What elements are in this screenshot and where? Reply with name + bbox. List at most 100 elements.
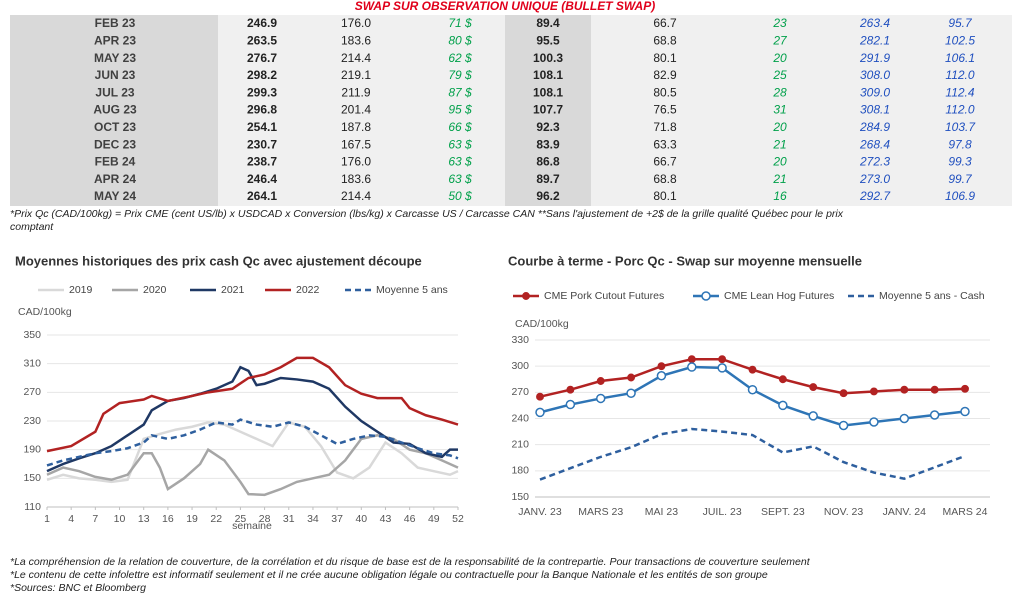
point xyxy=(869,387,878,396)
x-tick-label: 1 xyxy=(44,513,50,525)
table-cell: JUN 23 xyxy=(95,68,136,82)
table-cell: 272.3 xyxy=(859,155,890,169)
point xyxy=(869,417,879,427)
table-title: SWAP SUR OBSERVATION UNIQUE (BULLET SWAP… xyxy=(355,0,655,13)
table-cell: 63 $ xyxy=(448,172,472,186)
legend-label: 2020 xyxy=(143,284,167,296)
x-tick-label: NOV. 23 xyxy=(824,506,863,518)
x-tick-label: MAI 23 xyxy=(645,506,678,518)
table-cell: 62 $ xyxy=(448,51,472,65)
table-cell: 16 xyxy=(773,189,787,203)
table-cell: MAY 24 xyxy=(94,189,136,203)
table-cell: APR 24 xyxy=(94,172,136,186)
point xyxy=(687,362,697,372)
x-tick-label: 7 xyxy=(92,513,98,525)
table-cell: 66 $ xyxy=(448,120,472,134)
table-cell: 83.9 xyxy=(536,137,560,151)
x-tick-label: JUIL. 23 xyxy=(703,506,742,518)
table-cell: 273.0 xyxy=(859,172,890,186)
x-tick-label: 46 xyxy=(404,513,416,525)
table-cell: 80.5 xyxy=(653,85,677,99)
x-tick-label: JANV. 23 xyxy=(518,506,562,518)
x-tick-label: 25 xyxy=(235,513,247,525)
table-cell: 31 xyxy=(773,103,786,117)
table-cell: 89.4 xyxy=(536,16,560,30)
table-cell: 298.2 xyxy=(247,68,277,82)
table-cell: 76.5 xyxy=(653,103,677,117)
y-tick-label: 270 xyxy=(23,386,41,398)
table-cell: 187.8 xyxy=(341,120,371,134)
table-cell: 79 $ xyxy=(448,68,472,82)
footnote: *Le contenu de cette infolettre est info… xyxy=(10,569,768,581)
axis-label: CAD/100kg xyxy=(18,306,72,318)
point xyxy=(565,399,576,410)
axis-label: CAD/100kg xyxy=(515,318,569,330)
table-cell: 282.1 xyxy=(859,33,890,47)
point xyxy=(535,407,545,418)
table-cell: 112.4 xyxy=(945,85,974,99)
table-cell: 292.7 xyxy=(859,189,891,203)
table-cell: 246.9 xyxy=(247,16,277,30)
x-tick-label: 52 xyxy=(452,513,464,525)
point xyxy=(960,406,970,417)
table-cell: 63 $ xyxy=(448,155,472,169)
table-col-bg xyxy=(505,15,591,206)
table-cell: 296.8 xyxy=(247,103,277,117)
point xyxy=(595,393,606,404)
point xyxy=(747,384,758,395)
table-cell: 95.5 xyxy=(536,33,560,47)
table-cell: 284.9 xyxy=(859,120,890,134)
point xyxy=(838,420,849,431)
legend-label: 2022 xyxy=(296,284,320,296)
point xyxy=(899,413,910,424)
table-cell: 299.3 xyxy=(247,85,277,99)
table-cell: 97.8 xyxy=(948,137,972,151)
point xyxy=(778,375,787,384)
table-cell: FEB 24 xyxy=(95,155,136,169)
table-cell: 99.7 xyxy=(948,172,973,186)
axis-label: semaine xyxy=(232,520,272,532)
table-cell: 28 xyxy=(772,85,787,99)
table-cell: 167.5 xyxy=(341,137,371,151)
x-tick-label: 19 xyxy=(186,513,198,525)
point xyxy=(808,411,818,421)
table-cell: 183.6 xyxy=(341,33,371,47)
footnote: *La compréhension de la relation de couv… xyxy=(10,556,811,568)
footnote: *Sources: BNC et Bloomberg xyxy=(10,582,146,594)
y-tick-label: 230 xyxy=(23,415,41,427)
table-cell: 68.8 xyxy=(653,33,677,47)
table-cell: 108.1 xyxy=(533,85,563,99)
legend-label: 2021 xyxy=(221,284,245,296)
y-tick-label: 240 xyxy=(511,412,529,424)
table-cell: 25 xyxy=(772,68,787,82)
table-cell: 263.4 xyxy=(859,16,890,30)
table-cell: 103.7 xyxy=(945,120,976,134)
table-cell: 95.7 xyxy=(948,16,973,30)
table-cell: 86.8 xyxy=(536,155,560,169)
table-cell: 230.7 xyxy=(247,137,277,151)
table-cell: 80 $ xyxy=(448,33,472,47)
table-note: *Prix Qc (CAD/100kg) = Prix CME (cent US… xyxy=(10,208,844,220)
table-cell: 201.4 xyxy=(341,103,371,117)
table-cell: 89.7 xyxy=(536,172,560,186)
point xyxy=(930,385,939,394)
table-cell: 87 $ xyxy=(448,85,472,99)
y-tick-label: 210 xyxy=(511,438,529,450)
point xyxy=(687,355,696,364)
table-cell: 238.7 xyxy=(247,155,277,169)
table-cell: 176.0 xyxy=(341,155,371,169)
table-cell: MAY 23 xyxy=(94,51,136,65)
table-cell: 100.3 xyxy=(533,51,563,65)
table-cell: 211.9 xyxy=(341,85,370,99)
x-tick-label: JANV. 24 xyxy=(883,506,927,518)
table-note: comptant xyxy=(10,221,54,233)
table-cell: 214.4 xyxy=(341,189,371,203)
legend-marker xyxy=(701,291,711,301)
x-tick-label: MARS 23 xyxy=(578,506,623,518)
table-cell: 268.4 xyxy=(859,137,890,151)
table-cell: 23 xyxy=(772,16,787,30)
table-cell: 71.8 xyxy=(653,120,677,134)
table-cell: 254.1 xyxy=(247,120,277,134)
series-line xyxy=(46,418,459,467)
point xyxy=(718,355,727,364)
